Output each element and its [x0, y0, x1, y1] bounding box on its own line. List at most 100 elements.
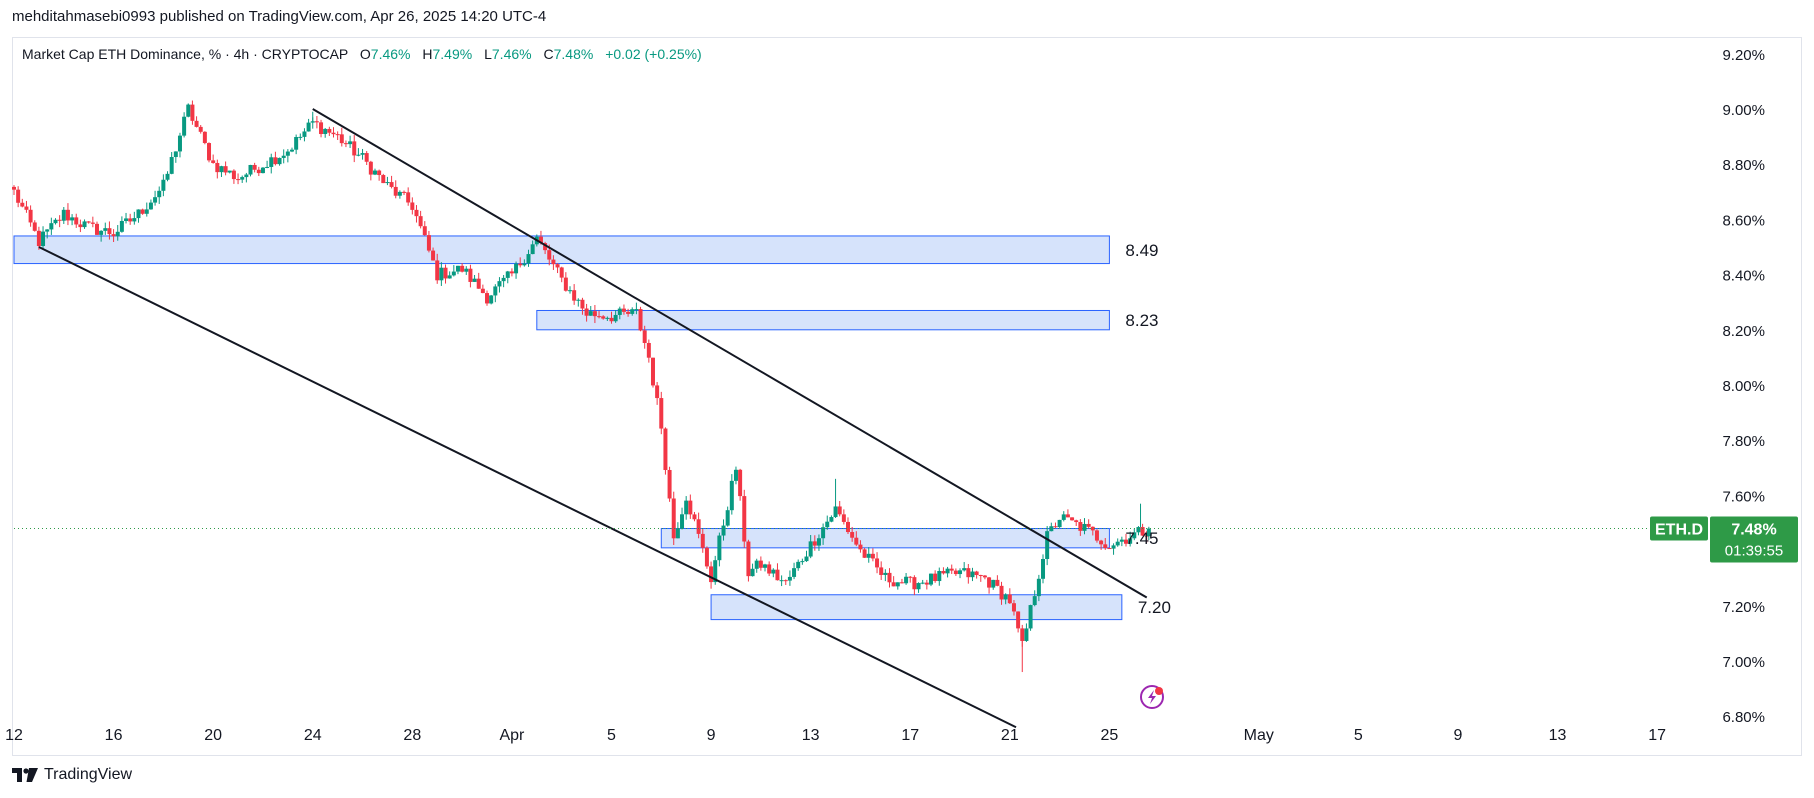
candle — [231, 169, 236, 184]
candle — [1090, 526, 1095, 536]
legend-change: +0.02 (+0.25%) — [605, 46, 702, 62]
candle — [962, 562, 967, 572]
x-tick-label: 12 — [5, 727, 23, 744]
candle — [928, 573, 933, 587]
candle — [128, 213, 133, 225]
candle — [111, 229, 116, 242]
x-tick-label: 25 — [1101, 727, 1119, 744]
candle — [991, 579, 996, 590]
candle — [194, 116, 199, 128]
candle — [1032, 590, 1037, 607]
candle — [916, 582, 921, 593]
candle — [597, 310, 602, 319]
candle — [12, 185, 16, 196]
zone-8.49[interactable] — [13, 235, 1110, 265]
x-tick-label: 17 — [901, 727, 919, 744]
candle — [704, 546, 709, 569]
candle — [816, 534, 821, 551]
candle — [132, 211, 137, 225]
candle — [1119, 536, 1124, 547]
candle — [455, 265, 460, 275]
candle — [65, 203, 70, 226]
candle — [966, 564, 971, 584]
candle — [1057, 519, 1062, 528]
candle — [879, 561, 884, 580]
candle — [1136, 526, 1141, 536]
candle — [825, 515, 830, 530]
candle — [663, 427, 668, 475]
candle — [626, 308, 631, 317]
x-tick-label: 9 — [1453, 727, 1462, 744]
x-tick-label: Apr — [499, 727, 525, 744]
zone-label-7.20: 7.20 — [1138, 598, 1171, 617]
candle — [227, 170, 232, 174]
candle — [1111, 543, 1116, 555]
zone-7.20[interactable] — [710, 594, 1123, 621]
candle — [1053, 522, 1058, 528]
candle — [821, 523, 826, 545]
candle — [584, 303, 589, 322]
tradingview-footer: TradingView — [12, 766, 132, 784]
candle — [360, 148, 365, 160]
candle — [414, 205, 419, 223]
candle — [958, 568, 963, 579]
trendline-upper[interactable] — [312, 108, 1148, 599]
price-badge: ETH.D 7.48% 01:39:55 — [1650, 516, 1798, 563]
candle — [182, 112, 187, 138]
candle — [41, 226, 46, 249]
candle — [78, 219, 83, 233]
candle — [1070, 517, 1075, 521]
candle — [854, 531, 859, 547]
candle — [343, 140, 348, 148]
candle — [94, 221, 99, 235]
price-axis[interactable]: 6.80%7.00%7.20%7.40%7.60%7.80%8.00%8.20%… — [1722, 47, 1765, 726]
time-axis[interactable]: 12 16 20 24 28 Apr 5 9 13 17 21 25 May 5 9 13 17 — [5, 727, 1666, 744]
candle — [24, 200, 29, 213]
candle — [86, 221, 91, 224]
candle — [920, 579, 925, 585]
tradingview-brand: TradingView — [44, 766, 133, 783]
y-tick-label: 9.00% — [1722, 102, 1765, 119]
trendline-lower[interactable] — [38, 246, 1017, 729]
candle — [812, 535, 817, 551]
candle — [758, 556, 763, 571]
candle — [953, 568, 958, 576]
candle — [153, 190, 158, 206]
candle — [738, 468, 743, 501]
lightning-icon[interactable] — [1140, 685, 1164, 709]
candle — [207, 142, 212, 163]
candle — [592, 305, 597, 324]
candle — [684, 496, 689, 520]
candle — [680, 507, 685, 530]
candle — [700, 529, 705, 553]
zone-8.23[interactable] — [536, 309, 1110, 331]
candle — [368, 160, 373, 181]
candle — [709, 561, 714, 589]
candle — [771, 568, 776, 578]
candle — [464, 266, 469, 275]
candle — [451, 265, 456, 277]
y-tick-label: 8.80% — [1722, 157, 1765, 174]
symbol-legend: Market Cap ETH Dominance, % · 4h · CRYPT… — [22, 46, 702, 62]
legend-low-label: L — [484, 46, 492, 62]
candle — [792, 562, 797, 580]
candle — [335, 131, 340, 141]
candle — [580, 297, 585, 315]
zone-7.45[interactable] — [660, 528, 1110, 549]
candle — [721, 519, 726, 541]
candle — [136, 209, 141, 223]
candle — [468, 264, 473, 288]
x-tick-label: 28 — [403, 727, 421, 744]
candle — [501, 275, 506, 288]
candle — [157, 186, 162, 204]
price-chart[interactable]: 8.498.237.457.20 6.80%7.00%7.20%7.40%7.6… — [0, 0, 1814, 760]
candle — [1144, 530, 1149, 543]
candle — [551, 255, 556, 270]
candle — [908, 575, 913, 583]
candle — [352, 135, 357, 163]
candle — [90, 216, 95, 228]
candle — [198, 124, 203, 134]
candle — [638, 306, 643, 332]
y-tick-label: 7.80% — [1722, 433, 1765, 450]
candle — [443, 264, 448, 284]
